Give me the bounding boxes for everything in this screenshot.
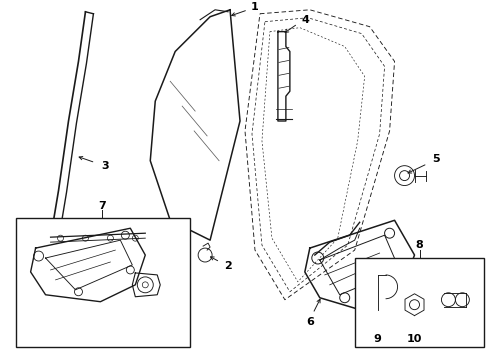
Text: 1: 1 <box>250 2 258 12</box>
Text: 10: 10 <box>406 334 421 345</box>
Bar <box>354 258 483 347</box>
Text: 7: 7 <box>98 201 106 211</box>
Text: 8: 8 <box>415 240 423 250</box>
Text: 9: 9 <box>373 334 381 345</box>
Text: 2: 2 <box>224 261 231 271</box>
Text: 5: 5 <box>432 154 439 164</box>
Text: 4: 4 <box>301 15 309 25</box>
Text: 6: 6 <box>305 316 313 327</box>
Bar <box>16 218 190 347</box>
Text: 3: 3 <box>102 161 109 171</box>
